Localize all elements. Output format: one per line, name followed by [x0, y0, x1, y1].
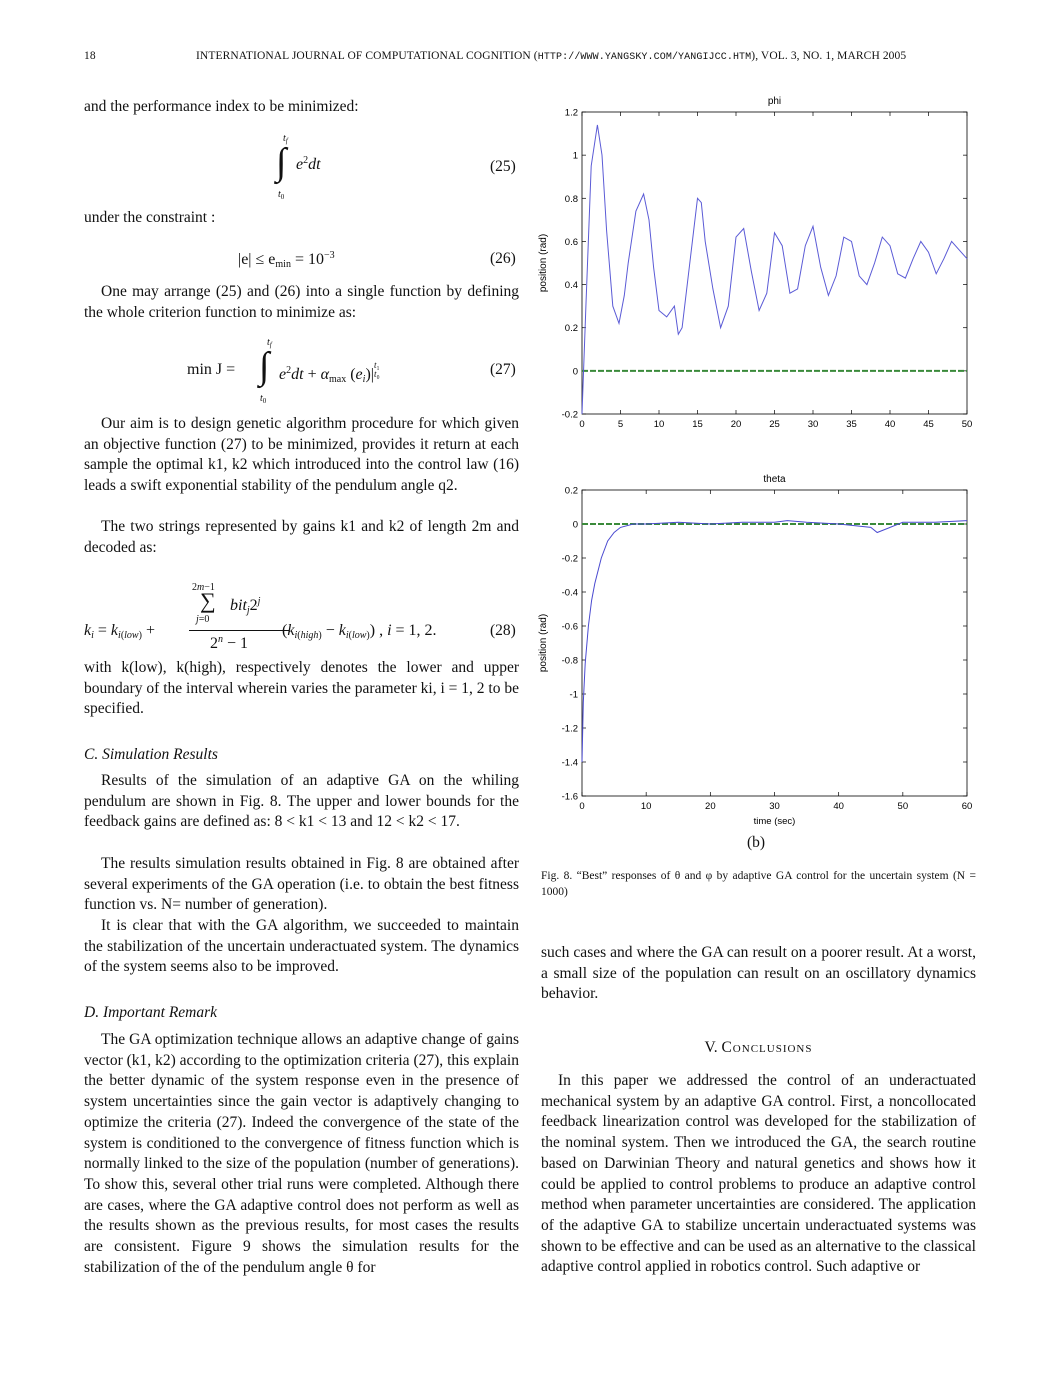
x-axis-label: time (sec) [754, 816, 796, 827]
paragraph-continued: such cases and where the GA can result o… [541, 944, 976, 1003]
equation-28: ki = ki(low) + 2m−1 ∑ j=0 bitj2j 2n − 1 … [84, 582, 437, 652]
y-tick-label: 1.2 [565, 108, 578, 119]
x-tick-label: 40 [885, 419, 896, 430]
figure-caption: Fig. 8. “Best” responses of θ and φ by a… [541, 870, 976, 898]
section-d-heading: D. Important Remark [84, 1004, 218, 1021]
paragraph-remark: The GA optimization technique allows an … [84, 1031, 519, 1276]
equation-number-26: (26) [490, 250, 516, 267]
y-axis-label: position (rad) [538, 234, 549, 292]
paragraph-conclusions: In this paper we addressed the control o… [541, 1072, 976, 1276]
x-tick-label: 10 [641, 801, 652, 812]
x-tick-label: 25 [769, 419, 780, 430]
y-tick-label: 0.2 [565, 323, 578, 334]
y-tick-label: -0.6 [562, 622, 578, 633]
equation-27: min J = tf ∫ e2dt + αmax (ei)|t₁ t₀ t0 [187, 337, 380, 405]
y-tick-label: 0.4 [565, 280, 578, 291]
paragraph-sim3: It is clear that with the GA algorithm, … [84, 917, 519, 976]
x-tick-label: 30 [808, 419, 819, 430]
x-tick-label: 10 [654, 419, 665, 430]
paragraph-sim2: The results simulation results obtained … [84, 855, 519, 914]
journal-suffix: ), VOL. 3, NO. 1, MARCH 2005 [751, 50, 907, 62]
chart-title: theta [763, 474, 786, 485]
equation-number-27: (27) [490, 361, 516, 378]
x-tick-label: 0 [579, 801, 584, 812]
x-tick-label: 15 [692, 419, 703, 430]
y-tick-label: -0.4 [562, 588, 578, 599]
page-number: 18 [84, 50, 96, 62]
y-tick-label: 0.2 [565, 486, 578, 497]
x-tick-label: 0 [579, 419, 584, 430]
x-tick-label: 50 [962, 419, 973, 430]
plot-frame [581, 111, 968, 415]
equation-25: tf ∫ e2dt t0 [276, 133, 321, 201]
x-tick-label: 40 [833, 801, 844, 812]
x-tick-label: 20 [705, 801, 716, 812]
plot-frame [581, 489, 968, 797]
paragraph-aim: Our aim is to design genetic algorithm p… [84, 415, 519, 495]
y-tick-label: -0.8 [562, 656, 578, 667]
paragraph-performance: and the performance index to be minimize… [84, 98, 359, 115]
y-tick-label: -1.6 [562, 792, 578, 803]
journal-prefix: INTERNATIONAL JOURNAL OF COMPUTATIONAL C… [196, 50, 538, 62]
paragraph-constraint: under the constraint : [84, 209, 216, 226]
y-tick-label: 0 [573, 520, 578, 531]
chart-title: phi [768, 96, 781, 107]
y-tick-label: -1.2 [562, 724, 578, 735]
y-tick-label: -1.4 [562, 758, 578, 769]
y-tick-label: 0.8 [565, 194, 578, 205]
paragraph-arrange: One may arrange (25) and (26) into a sin… [84, 283, 519, 321]
y-tick-label: 1 [573, 151, 578, 162]
equation-number-25: (25) [490, 158, 516, 175]
x-tick-label: 35 [846, 419, 857, 430]
equation-number-28: (28) [490, 622, 516, 639]
y-tick-label: 0.6 [565, 237, 578, 248]
paragraph-strings: The two strings represented by gains k1 … [84, 518, 519, 556]
section-v-heading: V. Conclusions [704, 1039, 813, 1056]
x-tick-label: 20 [731, 419, 742, 430]
paragraph-with: with k(low), k(high), respectively denot… [84, 659, 519, 718]
section-c-heading: C. Simulation Results [84, 746, 218, 763]
x-tick-label: 60 [962, 801, 973, 812]
journal-url[interactable]: HTTP://WWW.YANGSKY.COM/YANGIJCC.HTM [537, 52, 752, 63]
y-tick-label: -1 [570, 690, 578, 701]
equation-26: |e| ≤ emin = 10−3 [238, 250, 335, 270]
running-header: INTERNATIONAL JOURNAL OF COMPUTATIONAL C… [196, 50, 906, 63]
subfigure-label: (b) [747, 834, 766, 851]
paragraph-sim1: Results of the simulation of an adaptive… [84, 772, 519, 831]
y-axis-label: position (rad) [538, 614, 549, 672]
y-tick-label: -0.2 [562, 554, 578, 565]
series-line [581, 124, 968, 415]
x-tick-label: 45 [923, 419, 934, 430]
series-line [581, 520, 968, 763]
x-tick-label: 30 [769, 801, 780, 812]
y-tick-label: -0.2 [562, 410, 578, 421]
chart-theta: theta position (rad) time (sec) 0 10 20 30 40 50… [538, 474, 972, 827]
x-tick-label: 50 [898, 801, 909, 812]
x-tick-label: 5 [618, 419, 623, 430]
y-tick-label: 0 [573, 366, 578, 377]
